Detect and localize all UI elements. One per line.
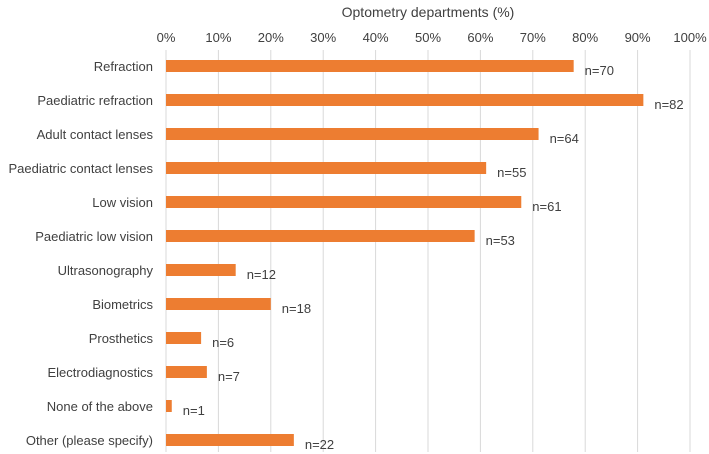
category-label: Ultrasonography [58, 263, 154, 278]
bar [166, 60, 574, 72]
data-label: n=70 [585, 63, 614, 78]
data-label: n=64 [550, 131, 579, 146]
category-label: Adult contact lenses [37, 127, 154, 142]
x-tick-label: 100% [673, 30, 707, 45]
x-tick-label: 0% [157, 30, 176, 45]
data-label: n=61 [532, 199, 561, 214]
x-tick-label: 20% [258, 30, 284, 45]
data-label: n=18 [282, 301, 311, 316]
category-label: Low vision [92, 195, 153, 210]
category-label: None of the above [47, 399, 153, 414]
bar [166, 230, 475, 242]
x-tick-label: 10% [205, 30, 231, 45]
bar [166, 196, 522, 208]
bar [166, 162, 487, 174]
x-tick-label: 70% [520, 30, 546, 45]
data-label: n=6 [212, 335, 234, 350]
x-axis-title: Optometry departments (%) [342, 4, 515, 20]
bar [166, 332, 202, 344]
bar [166, 94, 644, 106]
category-labels: Refraction Paediatric refraction Adult con… [8, 59, 153, 448]
bar [166, 434, 294, 446]
data-label: n=53 [486, 233, 515, 248]
data-labels: n=70 n=82 n=64 n=55 n=61 n=53 n=12 n=18 n=6 n=7 n=… [183, 63, 684, 452]
x-tick-label: 90% [625, 30, 651, 45]
category-label: Paediatric contact lenses [8, 161, 153, 176]
category-label: Other (please specify) [26, 433, 153, 448]
category-label: Electrodiagnostics [48, 365, 154, 380]
data-label: n=22 [305, 437, 334, 452]
x-tick-label: 60% [467, 30, 493, 45]
bar [166, 400, 172, 412]
data-label: n=82 [654, 97, 683, 112]
data-label: n=12 [247, 267, 276, 282]
category-label: Biometrics [92, 297, 153, 312]
category-label: Prosthetics [89, 331, 154, 346]
data-label: n=1 [183, 403, 205, 418]
gridlines [165, 50, 691, 452]
x-tick-label: 40% [363, 30, 389, 45]
category-label: Paediatric refraction [37, 93, 153, 108]
x-axis-tick-labels: 0% 10% 20% 30% 40% 50% 60% 70% 80% 90% 100% [157, 30, 707, 45]
category-label: Refraction [94, 59, 153, 74]
x-tick-label: 80% [572, 30, 598, 45]
x-tick-label: 30% [310, 30, 336, 45]
x-tick-label: 50% [415, 30, 441, 45]
bar [166, 366, 207, 378]
bar [166, 298, 271, 310]
bar [166, 264, 236, 276]
bar [166, 128, 539, 140]
data-label: n=55 [497, 165, 526, 180]
data-label: n=7 [218, 369, 240, 384]
category-label: Paediatric low vision [35, 229, 153, 244]
bars [166, 60, 644, 446]
